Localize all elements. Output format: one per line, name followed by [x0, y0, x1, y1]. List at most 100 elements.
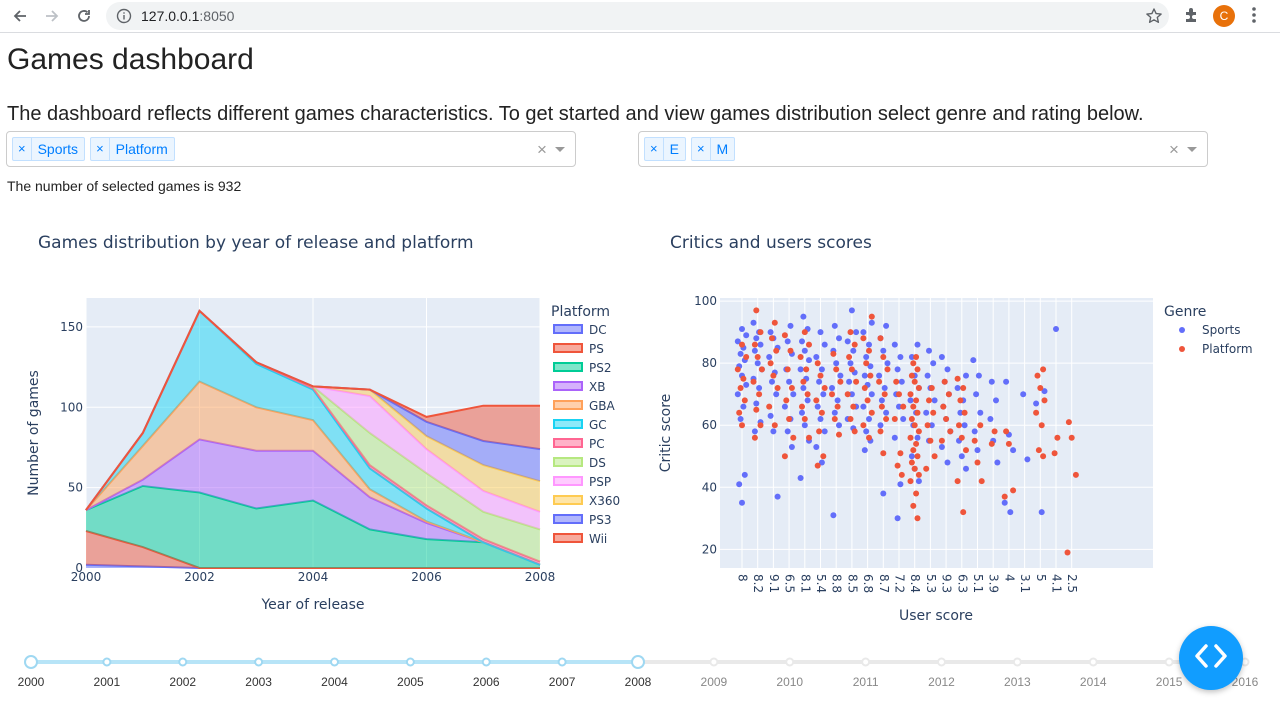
slider-mark-label[interactable]: 2001	[93, 675, 121, 689]
scatter-point-sports[interactable]	[1041, 388, 1048, 395]
slider-mark-label[interactable]: 2002	[169, 675, 197, 689]
slider-mark-label[interactable]: 2003	[245, 675, 272, 689]
slider-mark-label[interactable]: 2007	[548, 675, 576, 689]
scatter-point-platform[interactable]	[914, 515, 921, 522]
chevron-down-icon[interactable]	[1187, 147, 1197, 152]
scatter-point-sports[interactable]	[1001, 499, 1008, 506]
slider-dot[interactable]	[330, 657, 339, 667]
scatter-point-platform[interactable]	[773, 347, 780, 354]
legend-item-xb[interactable]: XB	[553, 380, 605, 394]
scatter-point-platform[interactable]	[813, 397, 820, 404]
extensions-puzzle-icon[interactable]	[1182, 5, 1202, 30]
scatter-point-platform[interactable]	[756, 391, 763, 398]
scatter-point-sports[interactable]	[961, 422, 968, 429]
bookmark-star-icon[interactable]	[1145, 7, 1163, 30]
scatter-point-platform[interactable]	[876, 378, 883, 385]
scatter-point-platform[interactable]	[910, 502, 917, 509]
scatter-point-platform[interactable]	[868, 409, 875, 416]
slider-mark-label[interactable]: 2000	[17, 675, 45, 689]
slider-dot[interactable]	[178, 657, 188, 667]
scatter-point-sports[interactable]	[863, 354, 870, 360]
scatter-point-platform[interactable]	[877, 428, 884, 435]
scatter-point-sports[interactable]	[1007, 509, 1014, 516]
scatter-point-sports[interactable]	[813, 444, 820, 450]
scatter-point-platform[interactable]	[757, 329, 764, 336]
scatter-point-platform[interactable]	[954, 375, 961, 382]
scatter-point-platform[interactable]	[851, 428, 858, 435]
scatter-point-platform[interactable]	[991, 428, 998, 435]
scatter-point-platform[interactable]	[908, 372, 915, 379]
scatter-point-sports[interactable]	[751, 347, 758, 354]
scatter-point-platform[interactable]	[971, 437, 978, 444]
scatter-point-sports[interactable]	[820, 391, 827, 398]
scatter-point-sports[interactable]	[877, 422, 884, 429]
slider-mark-label[interactable]: 2012	[928, 675, 955, 689]
scatter-point-sports[interactable]	[944, 366, 951, 373]
scatter-point-sports[interactable]	[914, 434, 921, 441]
scatter-point-platform[interactable]	[853, 378, 860, 385]
scatter-point-platform[interactable]	[977, 422, 984, 429]
scatter-point-sports[interactable]	[836, 422, 842, 429]
scatter-point-platform[interactable]	[913, 490, 920, 497]
scatter-point-sports[interactable]	[781, 403, 788, 410]
scatter-point-platform[interactable]	[821, 385, 828, 391]
scatter-point-platform[interactable]	[774, 385, 781, 391]
scatter-point-sports[interactable]	[891, 434, 898, 441]
scatter-point-sports[interactable]	[1033, 400, 1040, 407]
scatter-point-platform[interactable]	[831, 416, 838, 422]
scatter-point-sports[interactable]	[894, 366, 901, 373]
slider-mark-label[interactable]: 2006	[472, 675, 500, 689]
scatter-point-platform[interactable]	[834, 403, 841, 410]
chevron-down-icon[interactable]	[555, 147, 565, 152]
scatter-point-platform[interactable]	[914, 409, 921, 416]
scatter-point-sports[interactable]	[743, 332, 750, 339]
scatter-point-sports[interactable]	[800, 385, 807, 391]
scatter-point-platform[interactable]	[956, 422, 962, 429]
scatter-point-sports[interactable]	[860, 403, 867, 410]
scatter-point-platform[interactable]	[1038, 422, 1045, 429]
scatter-point-platform[interactable]	[867, 372, 874, 379]
slider-mark-label[interactable]: 2004	[321, 675, 348, 689]
scatter-point-platform[interactable]	[915, 428, 922, 435]
scatter-point-platform[interactable]	[754, 354, 761, 360]
scatter-point-sports[interactable]	[751, 428, 758, 435]
scatter-point-sports[interactable]	[930, 360, 937, 367]
scatter-point-sports[interactable]	[799, 409, 805, 416]
scatter-point-platform[interactable]	[863, 360, 870, 367]
scatter-point-sports[interactable]	[739, 499, 745, 506]
slider-mark-label[interactable]: 2014	[1079, 675, 1107, 689]
scatter-point-platform[interactable]	[1054, 434, 1061, 441]
scatter-point-platform[interactable]	[844, 391, 851, 398]
back-arrow-icon[interactable]	[8, 4, 32, 28]
scatter-point-platform[interactable]	[818, 409, 825, 416]
scatter-point-sports[interactable]	[739, 326, 745, 332]
scatter-point-platform[interactable]	[1010, 487, 1017, 494]
scatter-point-sports[interactable]	[848, 391, 855, 398]
scatter-point-platform[interactable]	[907, 478, 914, 485]
scatter-point-sports[interactable]	[881, 385, 888, 391]
scatter-point-platform[interactable]	[911, 378, 918, 385]
scatter-point-platform[interactable]	[963, 447, 969, 454]
scatter-point-sports[interactable]	[896, 403, 902, 410]
scatter-point-sports[interactable]	[736, 481, 743, 488]
scatter-point-platform[interactable]	[1033, 409, 1040, 416]
scatter-point-platform[interactable]	[893, 378, 900, 385]
scatter-point-sports[interactable]	[844, 338, 851, 345]
legend-item-psp[interactable]: PSP	[553, 475, 611, 489]
scatter-point-platform[interactable]	[1003, 428, 1010, 435]
scatter-point-platform[interactable]	[817, 372, 824, 379]
scatter-point-sports[interactable]	[907, 397, 914, 404]
scatter-point-sports[interactable]	[954, 385, 961, 391]
scatter-point-platform[interactable]	[800, 378, 807, 385]
scatter-point-platform[interactable]	[736, 409, 743, 416]
scatter-point-sports[interactable]	[914, 341, 921, 348]
scatter-point-sports[interactable]	[957, 409, 964, 416]
scatter-point-sports[interactable]	[868, 391, 875, 398]
scatter-point-platform[interactable]	[753, 406, 760, 413]
scatter-point-platform[interactable]	[924, 422, 931, 429]
remove-tag-icon[interactable]: ×	[692, 138, 711, 160]
scatter-point-sports[interactable]	[898, 378, 905, 385]
scatter-point-sports[interactable]	[750, 319, 757, 326]
scatter-point-sports[interactable]	[988, 378, 995, 385]
scatter-point-platform[interactable]	[877, 335, 884, 342]
